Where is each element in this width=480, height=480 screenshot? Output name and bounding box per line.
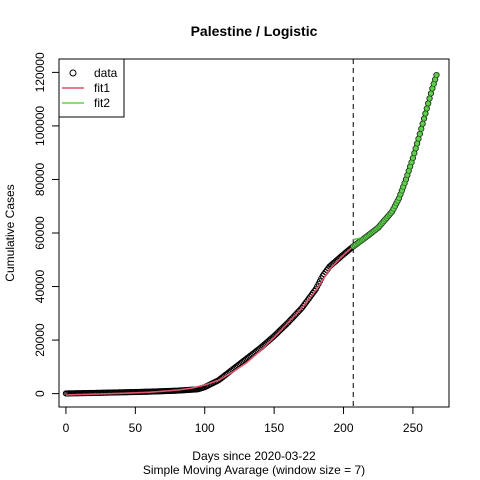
x-tick-label: 100 bbox=[195, 421, 215, 435]
fit2-point bbox=[422, 110, 429, 117]
y-axis: 0 20000 40000 60000 80000 100000 120000 bbox=[33, 52, 60, 397]
fit2-point bbox=[417, 131, 423, 137]
fit2-point bbox=[429, 85, 436, 92]
y-tick-label: 80000 bbox=[33, 162, 47, 196]
legend-label: fit2 bbox=[94, 96, 110, 110]
fit2-point bbox=[432, 76, 438, 83]
series-data bbox=[62, 71, 440, 397]
series-fit2-points bbox=[350, 72, 440, 250]
chart-title: Palestine / Logistic bbox=[191, 23, 318, 39]
fit2-point bbox=[414, 140, 420, 147]
y-tick-label: 60000 bbox=[33, 216, 47, 250]
x-axis-sublabel: Simple Moving Avarage (window size = 7) bbox=[143, 463, 365, 477]
fit2-point bbox=[433, 72, 440, 78]
legend-marker bbox=[69, 69, 77, 77]
fit2-point bbox=[411, 150, 418, 156]
fit2-point bbox=[419, 121, 426, 127]
y-tick-label: 40000 bbox=[33, 270, 47, 304]
fit2-point bbox=[410, 155, 416, 161]
y-tick-label: 20000 bbox=[33, 323, 47, 357]
fit2-point bbox=[425, 100, 431, 107]
fit2-point bbox=[431, 81, 437, 87]
x-tick-label: 250 bbox=[403, 421, 423, 435]
x-axis-label: Days since 2020-03-22 bbox=[192, 449, 316, 463]
x-tick-label: 150 bbox=[264, 421, 284, 435]
fit2-point bbox=[426, 95, 433, 102]
legend-label: fit1 bbox=[94, 81, 110, 95]
fit2-point bbox=[412, 145, 419, 152]
fit2-point bbox=[415, 136, 422, 142]
y-axis-label: Cumulative Cases bbox=[3, 184, 17, 281]
y-tick-label: 120000 bbox=[33, 52, 47, 92]
series-fit1-line bbox=[65, 245, 354, 396]
fit2-point bbox=[428, 90, 434, 97]
fit2-point bbox=[418, 126, 424, 132]
series-layer bbox=[62, 71, 440, 397]
fit2-point bbox=[421, 115, 427, 122]
x-tick-label: 0 bbox=[63, 421, 70, 435]
y-tick-label: 0 bbox=[33, 390, 47, 397]
fit2-point bbox=[424, 105, 430, 112]
legend-label: data bbox=[94, 66, 118, 80]
x-tick-label: 50 bbox=[129, 421, 143, 435]
y-tick-label: 100000 bbox=[33, 106, 47, 146]
x-axis: 0 50 100 150 200 250 bbox=[63, 406, 423, 435]
series-fit2-line bbox=[353, 74, 438, 241]
x-tick-label: 200 bbox=[334, 421, 354, 435]
